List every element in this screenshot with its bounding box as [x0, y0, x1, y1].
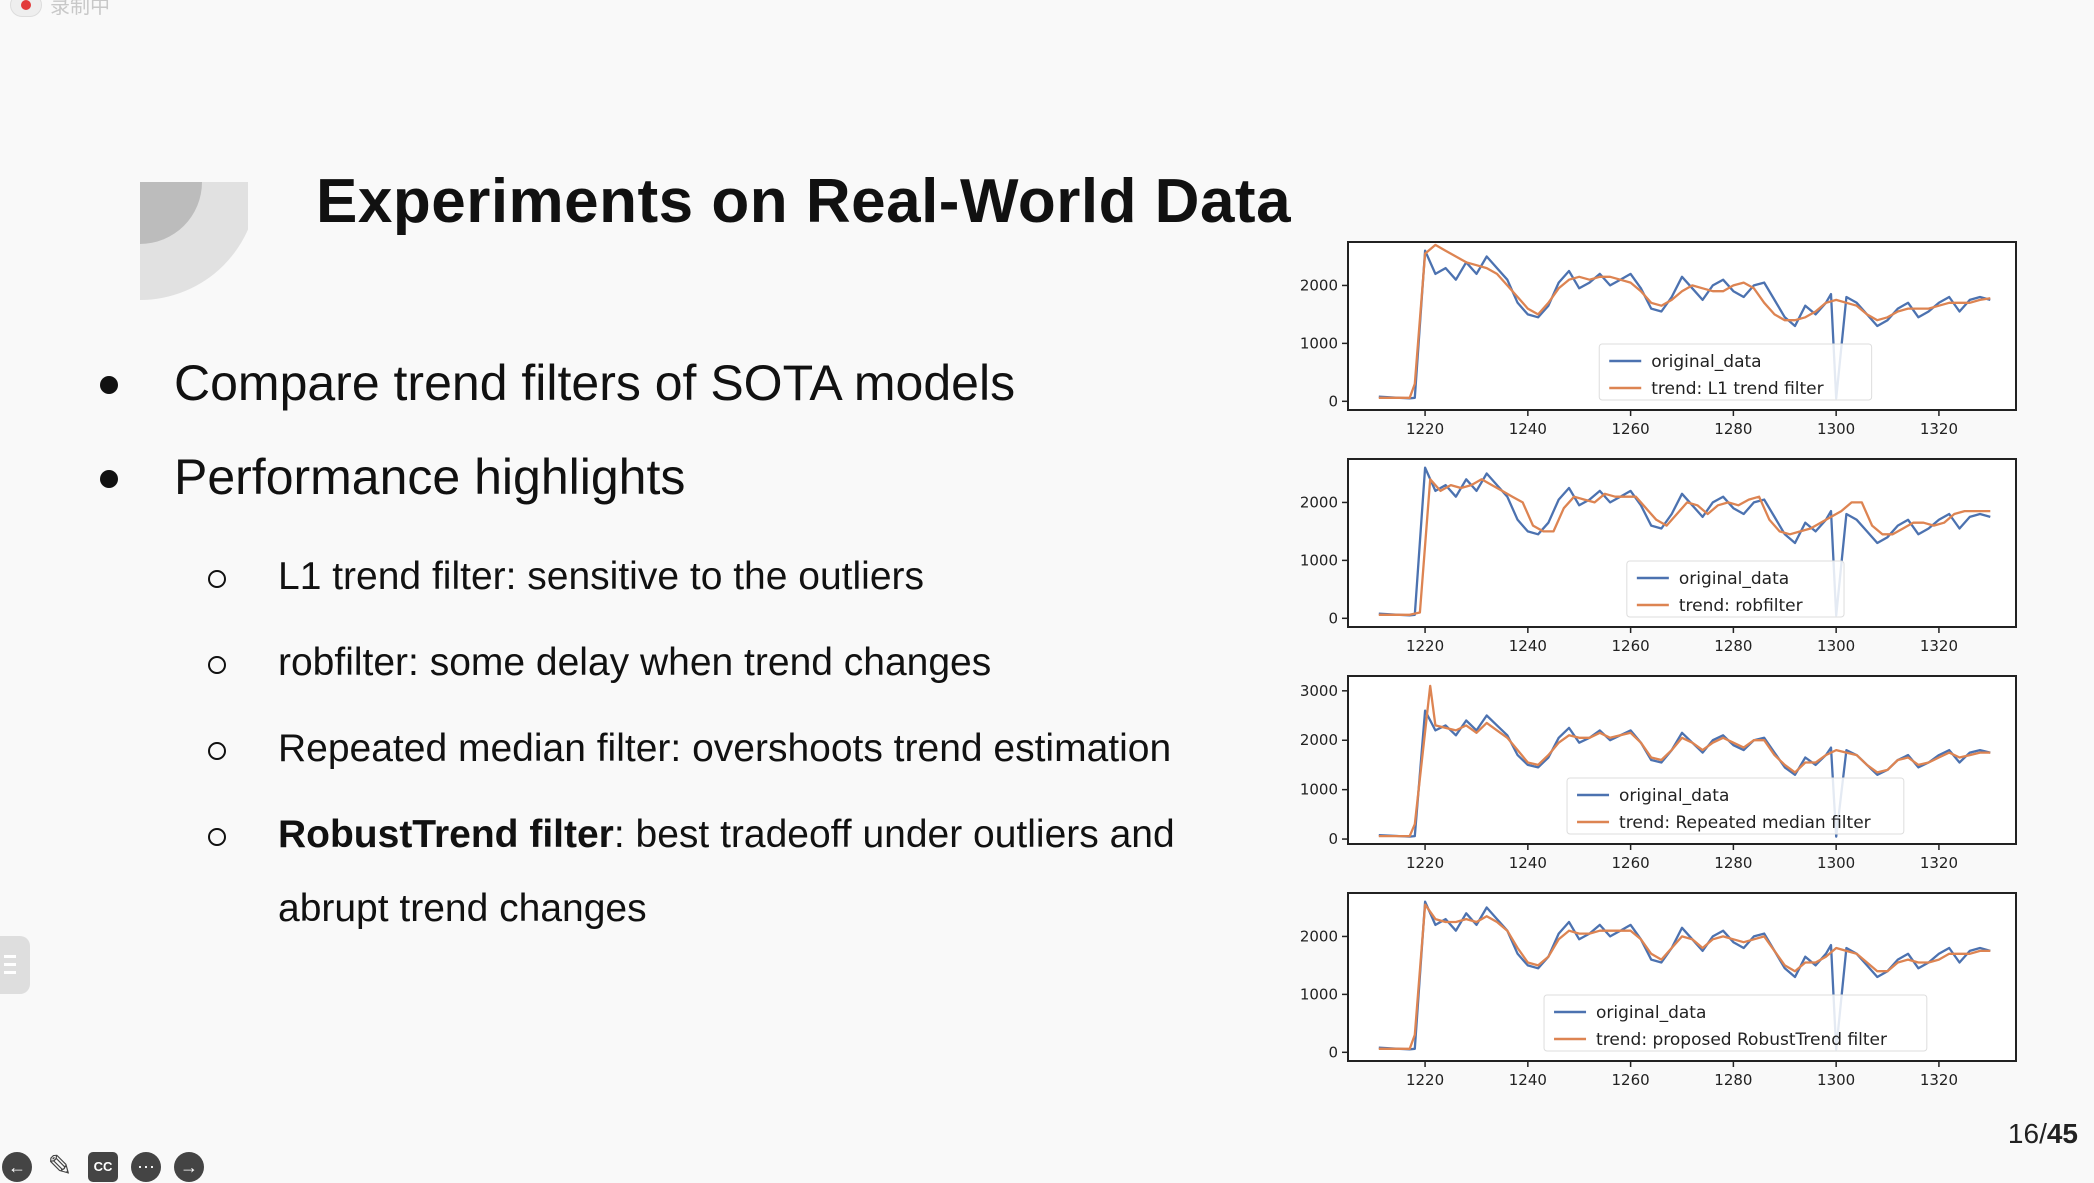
- page-current: 16: [2007, 1118, 2040, 1149]
- y-tick-label: 1000: [1300, 985, 1338, 1003]
- x-tick-label: 1320: [1920, 854, 1958, 872]
- legend-box: [1543, 994, 1928, 1052]
- y-tick-label: 0: [1328, 392, 1338, 410]
- y-tick-label: 2000: [1300, 493, 1338, 511]
- x-tick-label: 1260: [1612, 854, 1650, 872]
- sub-bullet-item: L1 trend filter: sensitive to the outlie…: [94, 540, 1264, 614]
- bullet-text: Performance highlights: [174, 449, 686, 505]
- series-line-trend: [1378, 903, 1991, 1050]
- x-tick-label: 1300: [1817, 1071, 1855, 1089]
- chart-panel: 1220 1240 1260 1280 1300 1320 0 1000 2000 origina…: [1300, 458, 2017, 655]
- chart-panel: 1220 1240 1260 1280 1300 1320 0 1000 2000 3000 ori…: [1300, 675, 2017, 872]
- sub-bullet-text: robfilter: some delay when trend changes: [278, 641, 992, 684]
- legend-label: original_data: [1651, 352, 1761, 372]
- x-tick-label: 1220: [1406, 637, 1444, 655]
- pen-icon[interactable]: ✎: [47, 1150, 73, 1183]
- y-tick-label: 3000: [1300, 682, 1338, 700]
- sub-bullet-ring-icon: [208, 828, 226, 846]
- x-tick-label: 1240: [1509, 420, 1547, 438]
- legend-label: trend: proposed RobustTrend filter: [1596, 1030, 1887, 1050]
- y-tick-label: 1000: [1300, 781, 1338, 799]
- legend-label: original_data: [1619, 786, 1729, 806]
- bullet-dot-icon: [100, 470, 118, 488]
- sub-bullet-item: robfilter: some delay when trend changes: [94, 626, 1264, 700]
- page-number: 16/45: [2007, 1118, 2078, 1149]
- x-tick-label: 1280: [1714, 1071, 1752, 1089]
- cc-icon[interactable]: CC: [88, 1152, 118, 1182]
- series-line-original: [1378, 249, 1991, 400]
- legend-label: trend: L1 trend filter: [1651, 379, 1823, 399]
- legend: original_data trend: robfilter: [1626, 560, 1845, 618]
- x-tick-label: 1300: [1817, 637, 1855, 655]
- x-tick-label: 1240: [1509, 1071, 1547, 1089]
- charts-column: 1220 1240 1260 1280 1300 1320 0 1000 2000 origina…: [1280, 230, 2040, 1110]
- y-tick-label: 0: [1328, 609, 1338, 627]
- x-tick-label: 1300: [1817, 854, 1855, 872]
- x-tick-label: 1320: [1920, 637, 1958, 655]
- page-total: 45: [2046, 1118, 2078, 1149]
- y-tick-label: 1000: [1300, 551, 1338, 569]
- x-tick-label: 1240: [1509, 854, 1547, 872]
- y-tick-label: 0: [1328, 830, 1338, 848]
- legend-box: [1566, 777, 1905, 835]
- side-panel-toggle[interactable]: [0, 936, 30, 994]
- legend-label: original_data: [1596, 1003, 1706, 1023]
- back-arrow-icon[interactable]: ←: [2, 1152, 32, 1182]
- bullet-item: Performance highlights: [94, 446, 1264, 508]
- record-icon: [10, 0, 42, 17]
- x-tick-label: 1260: [1612, 1071, 1650, 1089]
- x-tick-label: 1220: [1406, 420, 1444, 438]
- x-tick-label: 1280: [1714, 637, 1752, 655]
- trend-filter-charts: 1220 1240 1260 1280 1300 1320 0 1000 2000 origina…: [1300, 241, 2017, 1089]
- sub-bullet-text: : best tradeoff under outliers and abrup…: [278, 813, 1175, 930]
- x-tick-label: 1280: [1714, 420, 1752, 438]
- legend-box: [1626, 560, 1845, 618]
- sub-bullet-text: L1 trend filter: sensitive to the outlie…: [278, 555, 924, 598]
- presentation-toolbar: ← ✎ CC ⋯ →: [2, 1152, 204, 1182]
- bullet-list: Compare trend filters of SOTA models Per…: [94, 352, 1264, 958]
- more-icon[interactable]: ⋯: [131, 1152, 161, 1182]
- sub-bullet-item: Repeated median filter: overshoots trend…: [94, 712, 1264, 786]
- sub-bullet-ring-icon: [208, 656, 226, 674]
- legend: original_data trend: proposed RobustTrend…: [1543, 994, 1928, 1052]
- x-tick-label: 1260: [1612, 637, 1650, 655]
- legend-label: trend: Repeated median filter: [1619, 813, 1871, 833]
- bullet-dot-icon: [100, 376, 118, 394]
- forward-arrow-icon[interactable]: →: [174, 1152, 204, 1182]
- y-tick-label: 2000: [1300, 731, 1338, 749]
- chart-panel: 1220 1240 1260 1280 1300 1320 0 1000 2000 origina…: [1300, 241, 2017, 438]
- sub-bullet-bold-text: RobustTrend filter: [278, 813, 614, 856]
- x-tick-label: 1240: [1509, 637, 1547, 655]
- sub-bullet-ring-icon: [208, 742, 226, 760]
- sub-bullet-ring-icon: [208, 570, 226, 588]
- sub-bullet-text: Repeated median filter: overshoots trend…: [278, 727, 1172, 770]
- x-tick-label: 1280: [1714, 854, 1752, 872]
- bullet-text: Compare trend filters of SOTA models: [174, 355, 1016, 411]
- series-line-trend: [1378, 478, 1991, 616]
- decorative-quarter-circle: [140, 182, 258, 300]
- bullet-item: Compare trend filters of SOTA models: [94, 352, 1264, 414]
- y-tick-label: 0: [1328, 1043, 1338, 1061]
- legend-box: [1598, 343, 1873, 401]
- recording-label: 录制中: [50, 0, 110, 18]
- x-tick-label: 1300: [1817, 420, 1855, 438]
- sub-bullet-item: RobustTrend filter: best tradeoff under …: [94, 798, 1264, 946]
- legend-label: trend: robfilter: [1679, 596, 1803, 616]
- legend: original_data trend: L1 trend filter: [1598, 343, 1873, 401]
- legend-label: original_data: [1679, 569, 1789, 589]
- slide-title: Experiments on Real-World Data: [316, 167, 1292, 236]
- x-tick-label: 1320: [1920, 1071, 1958, 1089]
- legend: original_data trend: Repeated median filt…: [1566, 777, 1905, 835]
- series-line-trend: [1378, 243, 1991, 399]
- x-tick-label: 1260: [1612, 420, 1650, 438]
- x-tick-label: 1220: [1406, 854, 1444, 872]
- x-tick-label: 1220: [1406, 1071, 1444, 1089]
- recording-indicator: 录制中: [10, 0, 110, 19]
- y-tick-label: 1000: [1300, 334, 1338, 352]
- series-line-trend: [1378, 684, 1991, 838]
- x-tick-label: 1320: [1920, 420, 1958, 438]
- y-tick-label: 2000: [1300, 927, 1338, 945]
- chart-panel: 1220 1240 1260 1280 1300 1320 0 1000 2000 origina…: [1300, 892, 2017, 1089]
- y-tick-label: 2000: [1300, 276, 1338, 294]
